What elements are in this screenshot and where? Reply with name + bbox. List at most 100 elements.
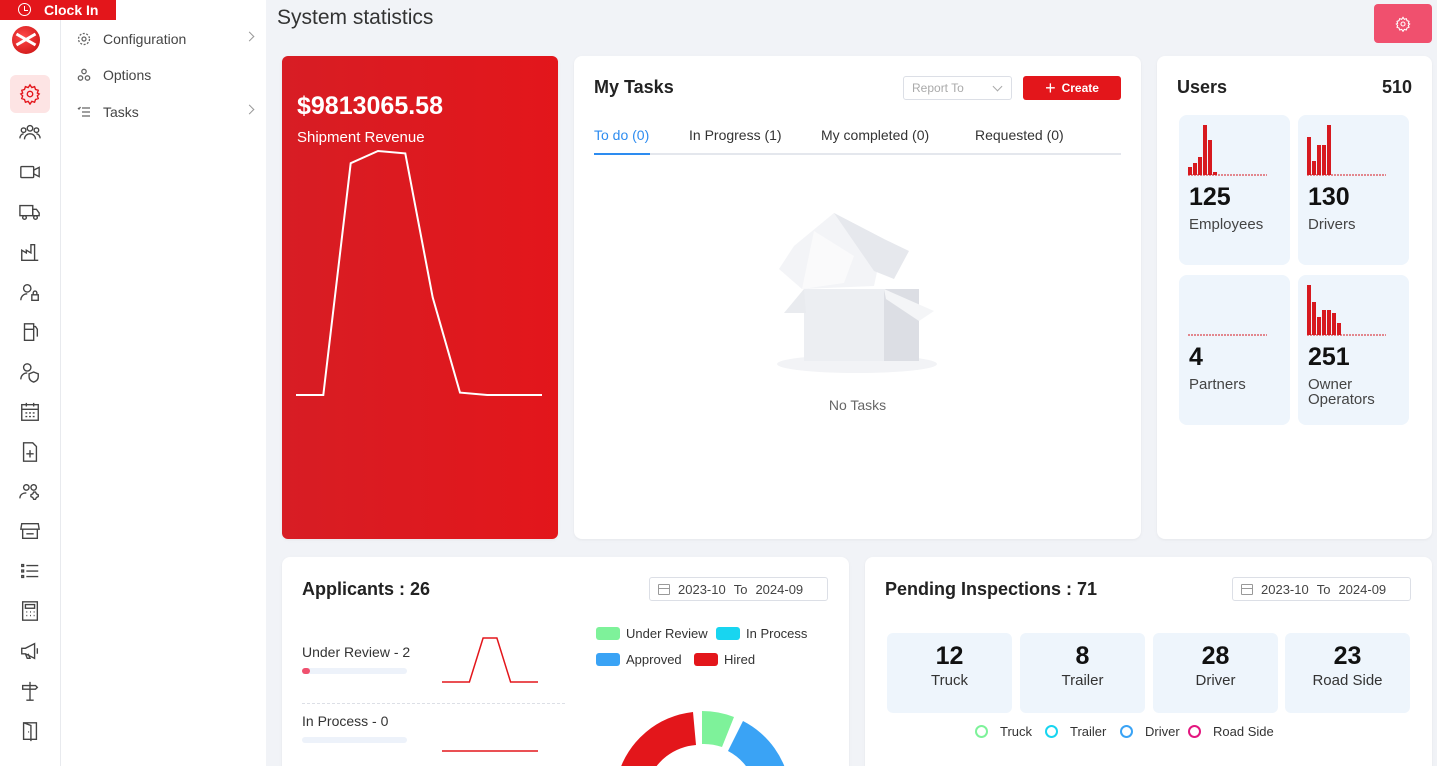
user-bar	[1312, 302, 1316, 335]
applicants-date-range[interactable]: 2023-10 To 2024-09	[649, 577, 828, 601]
users-total: 510	[1381, 77, 1412, 97]
submenu-configuration[interactable]: Configuration	[77, 25, 259, 53]
rail-signpost[interactable]	[10, 672, 50, 710]
submenu-options[interactable]: Options	[77, 61, 259, 89]
rail-calculator[interactable]	[10, 592, 50, 630]
owner-operators-bar-chart	[1307, 285, 1386, 336]
settings-icon	[19, 83, 41, 105]
user-stat-partners[interactable]: 4 Partners	[1179, 275, 1290, 425]
legend-truck[interactable]: Truck	[975, 724, 1032, 739]
tab-in-progress[interactable]: In Progress (1)	[689, 127, 782, 143]
legend-label: Approved	[626, 652, 682, 667]
legend-label: Hired	[724, 652, 756, 667]
user-bar	[1312, 161, 1316, 175]
gear-icon	[1395, 15, 1411, 32]
rail-settings[interactable]	[10, 75, 50, 113]
inspections-date-range[interactable]: 2023-10 To 2024-09	[1232, 577, 1411, 601]
rail-users-settings[interactable]	[10, 473, 50, 511]
range-to: 2024-09	[1338, 581, 1387, 597]
stat-label: Truck	[931, 672, 968, 689]
rail-group[interactable]	[10, 113, 50, 151]
legend-trailer[interactable]: Trailer	[1045, 724, 1106, 739]
donut-slice-hired	[621, 712, 696, 766]
legend-label: Driver	[1145, 724, 1180, 739]
user-stat-drivers[interactable]: 130 Drivers	[1298, 115, 1409, 265]
create-label: Create	[1061, 81, 1099, 95]
logo	[12, 26, 40, 54]
user-stat-owner-operators[interactable]: 251 Owner Operators	[1298, 275, 1409, 425]
tab-to-do[interactable]: To do (0)	[594, 127, 650, 143]
legend-driver[interactable]: Driver	[1120, 724, 1180, 739]
legend-under-review[interactable]: Under Review	[596, 626, 708, 641]
rail-file-add[interactable]	[10, 433, 50, 471]
progress-bar	[302, 737, 407, 743]
rail-megaphone[interactable]	[10, 632, 50, 670]
inspection-stat-road-side[interactable]: 23 Road Side	[1285, 633, 1410, 713]
submenu-tasks[interactable]: Tasks	[77, 98, 259, 126]
user-bar	[1188, 167, 1192, 175]
range-from: 2023-10	[678, 581, 726, 597]
user-bar	[1317, 317, 1321, 335]
truck-icon	[19, 204, 40, 221]
clock-in-button[interactable]: Clock In	[0, 0, 116, 20]
report-to-placeholder: Report To	[912, 81, 964, 95]
legend-approved[interactable]: Approved	[596, 652, 682, 667]
rail-user-shield[interactable]	[10, 353, 50, 391]
page-title: System statistics	[277, 6, 434, 29]
calendar-icon	[658, 584, 670, 595]
rail-video[interactable]	[10, 153, 50, 191]
rail-truck[interactable]	[10, 193, 50, 231]
rail-store[interactable]	[10, 512, 50, 550]
submenu-panel: Configuration Options Tasks	[61, 0, 266, 766]
user-bar	[1327, 310, 1331, 335]
user-shield-icon	[20, 363, 39, 383]
settings-button[interactable]	[1374, 4, 1432, 43]
legend-road-side[interactable]: Road Side	[1188, 724, 1274, 739]
calculator-icon	[21, 601, 39, 621]
stat-value: 12	[935, 642, 964, 670]
megaphone-icon	[21, 642, 39, 660]
chevron-down-icon	[992, 81, 1003, 92]
under-review-trend	[442, 637, 538, 683]
range-from: 2023-10	[1261, 581, 1309, 597]
user-bar	[1317, 145, 1321, 175]
revenue-trend-chart	[296, 149, 542, 396]
inspection-stat-driver[interactable]: 28 Driver	[1153, 633, 1278, 713]
progress-bar	[302, 668, 407, 674]
clock-in-label: Clock In	[44, 2, 99, 18]
inspection-stat-truck[interactable]: 12 Truck	[887, 633, 1012, 713]
stat-label: Owner Operators	[1308, 376, 1375, 408]
tab-my-completed[interactable]: My completed (0)	[821, 127, 930, 143]
rail-user-lock[interactable]	[10, 273, 50, 311]
rail-fuel[interactable]	[10, 313, 50, 351]
create-task-button[interactable]: + Create	[1023, 76, 1121, 100]
donut-slice-approved	[728, 721, 785, 766]
empty-state-text: No Tasks	[828, 397, 887, 413]
donut-slice-under-review	[702, 711, 734, 747]
employees-bar-chart	[1188, 125, 1267, 176]
legend-swatch	[716, 627, 740, 640]
legend-label: In Process	[746, 626, 808, 641]
rail-factory[interactable]	[10, 233, 50, 271]
revenue-card: $9813065.58 Shipment Revenue	[282, 56, 558, 539]
legend-hired[interactable]: Hired	[694, 652, 755, 667]
legend-swatch	[694, 653, 718, 666]
rail-door[interactable]	[10, 712, 50, 750]
tab-requested[interactable]: Requested (0)	[975, 127, 1064, 143]
user-bar	[1203, 125, 1207, 175]
rail-list[interactable]	[10, 552, 50, 590]
user-stat-employees[interactable]: 125 Employees	[1179, 115, 1290, 265]
rail-calendar[interactable]	[10, 393, 50, 431]
calendar-icon	[1241, 584, 1253, 595]
legend-in-process[interactable]: In Process	[716, 626, 807, 641]
stat-value: 125	[1189, 183, 1231, 211]
range-to: 2024-09	[755, 581, 804, 597]
inspection-stat-trailer[interactable]: 8 Trailer	[1020, 633, 1145, 713]
users-card: Users 510 125 Employees 130 Drivers 4 Pa…	[1157, 56, 1432, 539]
report-to-select[interactable]: Report To	[903, 76, 1012, 100]
stat-value: 23	[1333, 642, 1362, 670]
user-bar	[1327, 125, 1331, 175]
legend-label: Truck	[1000, 724, 1033, 739]
icon-rail	[0, 0, 61, 766]
user-bar	[1208, 140, 1212, 175]
